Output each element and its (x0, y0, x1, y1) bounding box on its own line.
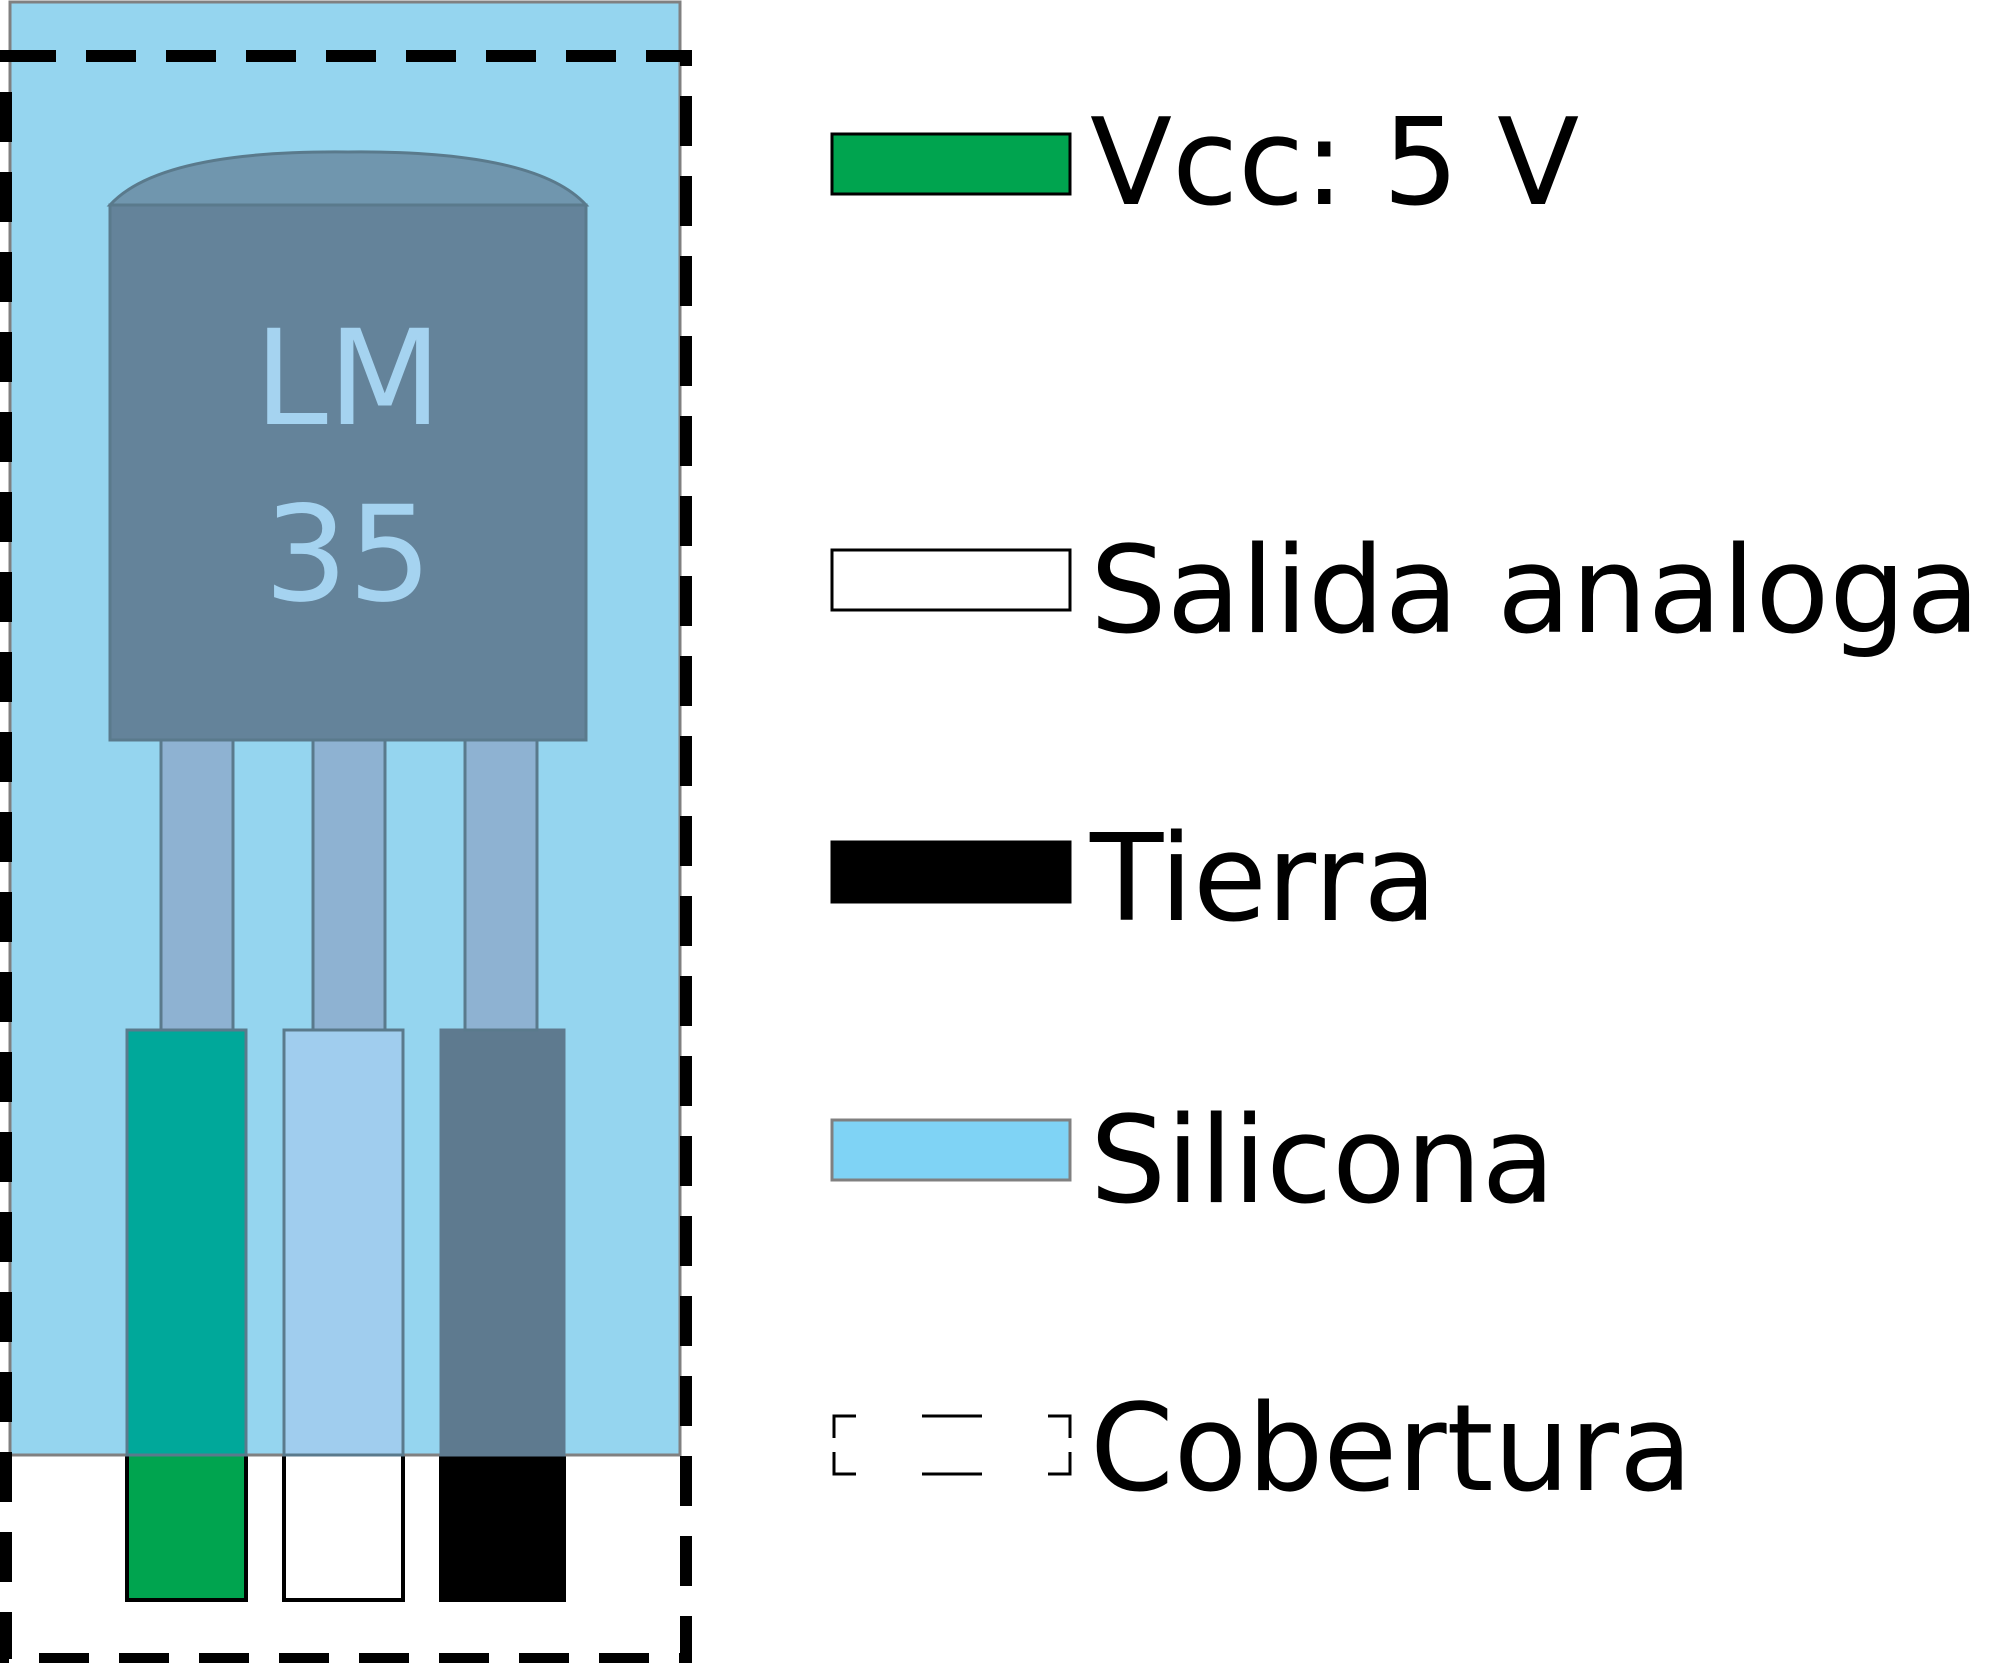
vcc-wire-end (125, 1448, 248, 1602)
chip-leg-middle (311, 738, 387, 1032)
vcc-wire (125, 1028, 248, 1457)
legend-label-silicone: Silicona (1090, 1092, 1555, 1231)
legend-swatch-cover (831, 1414, 1073, 1476)
chip-leg-left (159, 738, 235, 1032)
ground-wire (439, 1028, 566, 1457)
legend-item-cover: Cobertura (831, 1380, 1693, 1519)
legend-swatch-ground (830, 840, 1072, 904)
legend-swatch-vcc (830, 132, 1072, 196)
legend-item-silicone: Silicona (830, 1092, 1555, 1231)
legend-item-output: Salida analoga (830, 522, 1980, 661)
chip-body (108, 203, 588, 742)
legend-label-ground: Tierra (1089, 810, 1437, 949)
chip-label-line2: 35 (264, 478, 432, 632)
chip-dome (106, 150, 590, 207)
chip-leg-right (463, 738, 539, 1032)
legend-swatch-silicone (830, 1118, 1072, 1182)
sensor-assembly: LM 35 (0, 0, 692, 1663)
legend-label-vcc: Vcc: 5 V (1090, 94, 1579, 233)
output-wire (282, 1028, 405, 1457)
legend-swatch-output (830, 548, 1072, 612)
legend-item-vcc: Vcc: 5 V (830, 94, 1579, 233)
legend-label-output: Salida analoga (1090, 522, 1980, 661)
legend-item-ground: Tierra (830, 810, 1437, 949)
cover-outline (0, 50, 692, 1663)
legend: Vcc: 5 V Salida analoga Tierra Silicona … (830, 94, 1980, 1519)
ground-wire-end (439, 1448, 566, 1602)
chip-label-line1: LM (254, 302, 441, 456)
legend-label-cover: Cobertura (1090, 1380, 1693, 1519)
output-wire-end (282, 1448, 405, 1602)
